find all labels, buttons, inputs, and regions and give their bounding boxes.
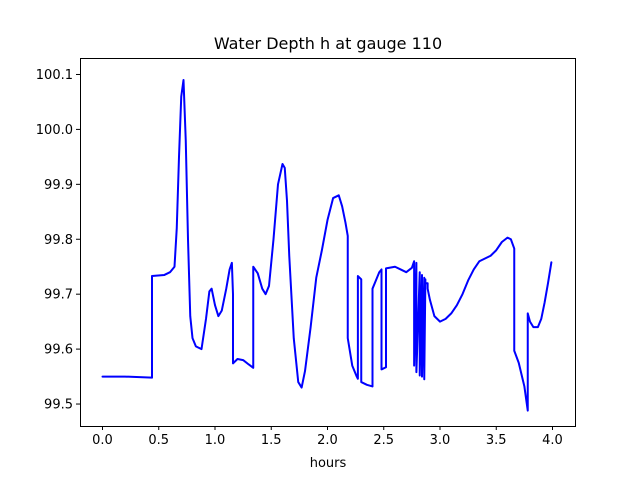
plot-area-frame: [80, 58, 576, 427]
x-tick-label: 1.0: [205, 433, 226, 448]
axis-ticks: 0.0 0.5 1.0 1.5 2.0 2.5 3.0 3.5 4.0 99.5 99.6 99.7 9…: [36, 68, 563, 448]
x-tick-label: 0.0: [92, 433, 113, 448]
x-tick-label: 4.0: [542, 433, 563, 448]
y-tick-label: 100.0: [36, 123, 73, 138]
y-tick-label: 99.9: [44, 178, 73, 193]
y-tick-label: 99.5: [44, 398, 73, 413]
x-axis-label: hours: [310, 456, 347, 471]
series-line-0: [101, 78, 553, 412]
x-tick-label: 3.5: [486, 433, 507, 448]
y-tick-label: 100.1: [36, 68, 73, 83]
x-tick-label: 3.0: [430, 433, 451, 448]
x-tick-label: 0.5: [148, 433, 169, 448]
y-tick-label: 99.7: [44, 288, 73, 303]
y-tick-label: 99.6: [44, 343, 73, 358]
series-layer: [101, 78, 553, 412]
y-tick-label: 99.8: [44, 233, 73, 248]
x-tick-label: 1.5: [261, 433, 282, 448]
x-tick-label: 2.0: [317, 433, 338, 448]
x-tick-label: 2.5: [373, 433, 394, 448]
chart-title: Water Depth h at gauge 110: [214, 34, 442, 53]
